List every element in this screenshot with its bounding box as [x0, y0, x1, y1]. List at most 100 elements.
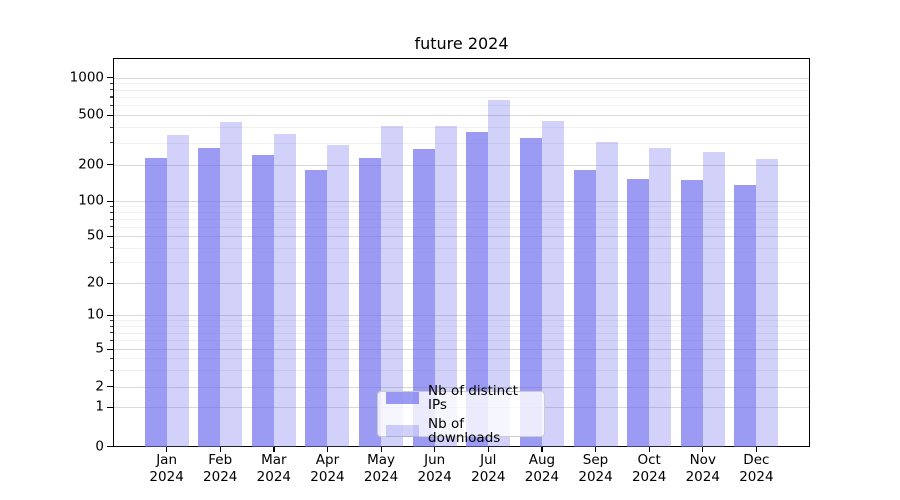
y-minor-tick-mark: [109, 247, 113, 249]
y-minor-tick-mark: [109, 339, 113, 341]
x-tick-mark: [434, 447, 436, 452]
y-minor-tick-mark: [109, 369, 113, 371]
bar-downloads: [649, 147, 672, 447]
x-tick-label: Mar 2024: [256, 452, 292, 485]
bar-distinct-ips: [734, 185, 757, 447]
y-minor-tick-mark: [109, 104, 113, 106]
y-tick-mark: [107, 164, 113, 166]
x-tick-mark: [380, 447, 382, 452]
x-tick-mark: [702, 447, 704, 452]
y-tick-label: 200: [78, 155, 104, 172]
gridline-minor: [114, 340, 809, 342]
bar-distinct-ips: [573, 170, 596, 447]
gridline-minor: [114, 358, 809, 360]
gridline-major: [114, 77, 809, 79]
x-tick-label: Aug 2024: [524, 452, 560, 485]
y-minor-tick-mark: [109, 126, 113, 128]
y-tick-mark: [107, 386, 113, 388]
gridline-major: [114, 349, 809, 351]
x-tick-mark: [755, 447, 758, 452]
y-tick-mark: [107, 446, 113, 448]
bar-downloads: [327, 144, 350, 447]
bar-downloads: [273, 133, 296, 447]
gridline-minor: [114, 262, 809, 264]
gridline-minor: [114, 219, 809, 220]
gridline-major: [114, 283, 809, 285]
y-minor-tick-mark: [109, 357, 113, 360]
x-tick-label: Jun 2024: [417, 452, 452, 485]
bar-distinct-ips: [412, 149, 435, 447]
y-tick-label: 500: [78, 106, 104, 123]
gridline-major: [114, 115, 809, 117]
bar-downloads: [488, 100, 511, 447]
y-tick-mark: [107, 200, 113, 202]
y-tick-label: 50: [86, 227, 104, 244]
y-tick-label: 0: [95, 437, 104, 454]
x-tick-label: Nov 2024: [685, 452, 720, 485]
bar-distinct-ips: [466, 132, 489, 447]
x-tick-mark: [541, 447, 543, 452]
x-tick-mark: [595, 447, 597, 452]
legend-swatch-downloads: [386, 424, 419, 437]
gridline-minor: [114, 105, 809, 107]
y-tick-mark: [107, 406, 113, 408]
y-minor-tick-mark: [109, 82, 113, 84]
legend-swatch-distinct-ips: [386, 391, 419, 404]
legend-entry-downloads: Nb of downloads: [386, 417, 536, 445]
bar-downloads: [756, 159, 779, 447]
x-tick-label: Sep 2024: [578, 452, 613, 485]
gridline-minor: [114, 127, 809, 129]
y-minor-tick-mark: [109, 226, 113, 228]
x-tick-label: Oct 2024: [631, 452, 667, 485]
x-tick-mark: [648, 447, 650, 452]
y-tick-mark: [107, 77, 113, 79]
bar-distinct-ips: [519, 137, 542, 447]
gridline-minor: [114, 320, 809, 322]
x-tick-mark: [166, 447, 168, 452]
y-minor-tick-mark: [109, 142, 113, 144]
y-tick-mark: [107, 314, 113, 316]
gridline-minor: [114, 212, 809, 214]
bar-downloads: [381, 126, 404, 447]
y-minor-tick-mark: [109, 89, 113, 91]
gridline-major: [114, 201, 809, 202]
gridline-minor: [114, 370, 809, 372]
x-tick-label: Apr 2024: [310, 452, 345, 485]
y-minor-tick-mark: [109, 325, 113, 327]
x-tick-label: Feb 2024: [203, 452, 238, 485]
bar-downloads: [220, 122, 243, 447]
legend-label-distinct-ips: Nb of distinct IPs: [428, 382, 518, 413]
y-tick-label: 10: [86, 306, 104, 323]
gridline-major: [114, 386, 809, 388]
chart-title: future 2024: [414, 34, 509, 53]
bar-distinct-ips: [627, 178, 650, 447]
x-tick-mark: [219, 447, 221, 452]
bar-distinct-ips: [251, 154, 274, 447]
y-minor-tick-mark: [109, 319, 113, 321]
bar-downloads: [595, 142, 618, 447]
y-tick-label: 1000: [69, 68, 104, 85]
x-tick-label: May 2024: [363, 452, 399, 485]
x-tick-mark: [273, 447, 275, 452]
bar-distinct-ips: [359, 157, 382, 447]
y-tick-mark: [107, 114, 113, 116]
x-tick-label: Jul 2024: [471, 452, 506, 485]
y-tick-label: 5: [95, 340, 104, 357]
gridline-minor: [114, 142, 809, 144]
gridline-minor: [114, 326, 809, 328]
gridline-major: [114, 236, 809, 237]
y-tick-label: 20: [86, 274, 104, 291]
y-minor-tick-mark: [109, 261, 113, 264]
gridline-major: [114, 164, 809, 166]
legend-label-downloads: Nb of downloads: [428, 415, 501, 446]
y-tick-mark: [107, 348, 113, 350]
gridline-minor: [114, 247, 809, 249]
gridline-minor: [114, 89, 809, 91]
gridline-minor: [114, 96, 809, 98]
x-tick-label: Dec 2024: [739, 452, 774, 485]
bar-downloads: [166, 135, 189, 447]
y-minor-tick-mark: [109, 332, 113, 334]
gridline-major: [114, 315, 809, 316]
y-tick-mark: [107, 282, 113, 284]
